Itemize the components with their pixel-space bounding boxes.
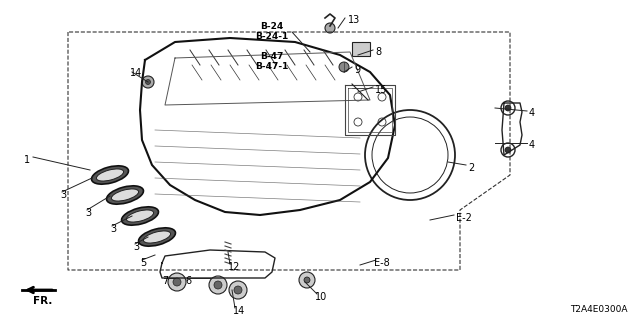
- Text: 4: 4: [529, 140, 535, 150]
- Circle shape: [209, 276, 227, 294]
- Text: 3: 3: [60, 190, 66, 200]
- Circle shape: [234, 286, 242, 294]
- Text: E-2: E-2: [456, 213, 472, 223]
- Text: 3: 3: [110, 224, 116, 234]
- Text: 15: 15: [375, 85, 387, 95]
- Ellipse shape: [127, 210, 154, 222]
- Circle shape: [173, 278, 181, 286]
- Circle shape: [142, 76, 154, 88]
- Circle shape: [505, 147, 511, 153]
- Circle shape: [214, 281, 222, 289]
- Text: 8: 8: [375, 47, 381, 57]
- Text: 3: 3: [133, 242, 139, 252]
- Circle shape: [299, 272, 315, 288]
- FancyBboxPatch shape: [352, 42, 370, 56]
- Text: 9: 9: [354, 65, 360, 75]
- Text: 6: 6: [185, 276, 191, 286]
- Text: 14: 14: [233, 306, 245, 316]
- Ellipse shape: [143, 231, 171, 243]
- Text: 10: 10: [315, 292, 327, 302]
- Circle shape: [505, 105, 511, 111]
- Text: E-8: E-8: [374, 258, 390, 268]
- Text: 13: 13: [348, 15, 360, 25]
- Ellipse shape: [138, 228, 175, 246]
- Text: 4: 4: [529, 108, 535, 118]
- Circle shape: [168, 273, 186, 291]
- Circle shape: [229, 281, 247, 299]
- Text: 12: 12: [228, 262, 241, 272]
- Circle shape: [339, 62, 349, 72]
- Circle shape: [304, 277, 310, 283]
- Ellipse shape: [97, 169, 124, 181]
- Text: FR.: FR.: [33, 296, 52, 306]
- Ellipse shape: [122, 207, 159, 225]
- Ellipse shape: [92, 166, 129, 184]
- Text: B-47
B-47-1: B-47 B-47-1: [255, 52, 289, 71]
- Ellipse shape: [111, 189, 139, 201]
- Text: T2A4E0300A: T2A4E0300A: [570, 305, 628, 314]
- Circle shape: [145, 79, 150, 84]
- Text: B-24
B-24-1: B-24 B-24-1: [255, 22, 289, 41]
- Text: 7: 7: [162, 276, 168, 286]
- Text: 3: 3: [85, 208, 91, 218]
- Text: 1: 1: [24, 155, 30, 165]
- Text: 14: 14: [130, 68, 142, 78]
- Text: 2: 2: [468, 163, 474, 173]
- Text: 5: 5: [140, 258, 147, 268]
- Ellipse shape: [106, 186, 143, 204]
- Circle shape: [325, 23, 335, 33]
